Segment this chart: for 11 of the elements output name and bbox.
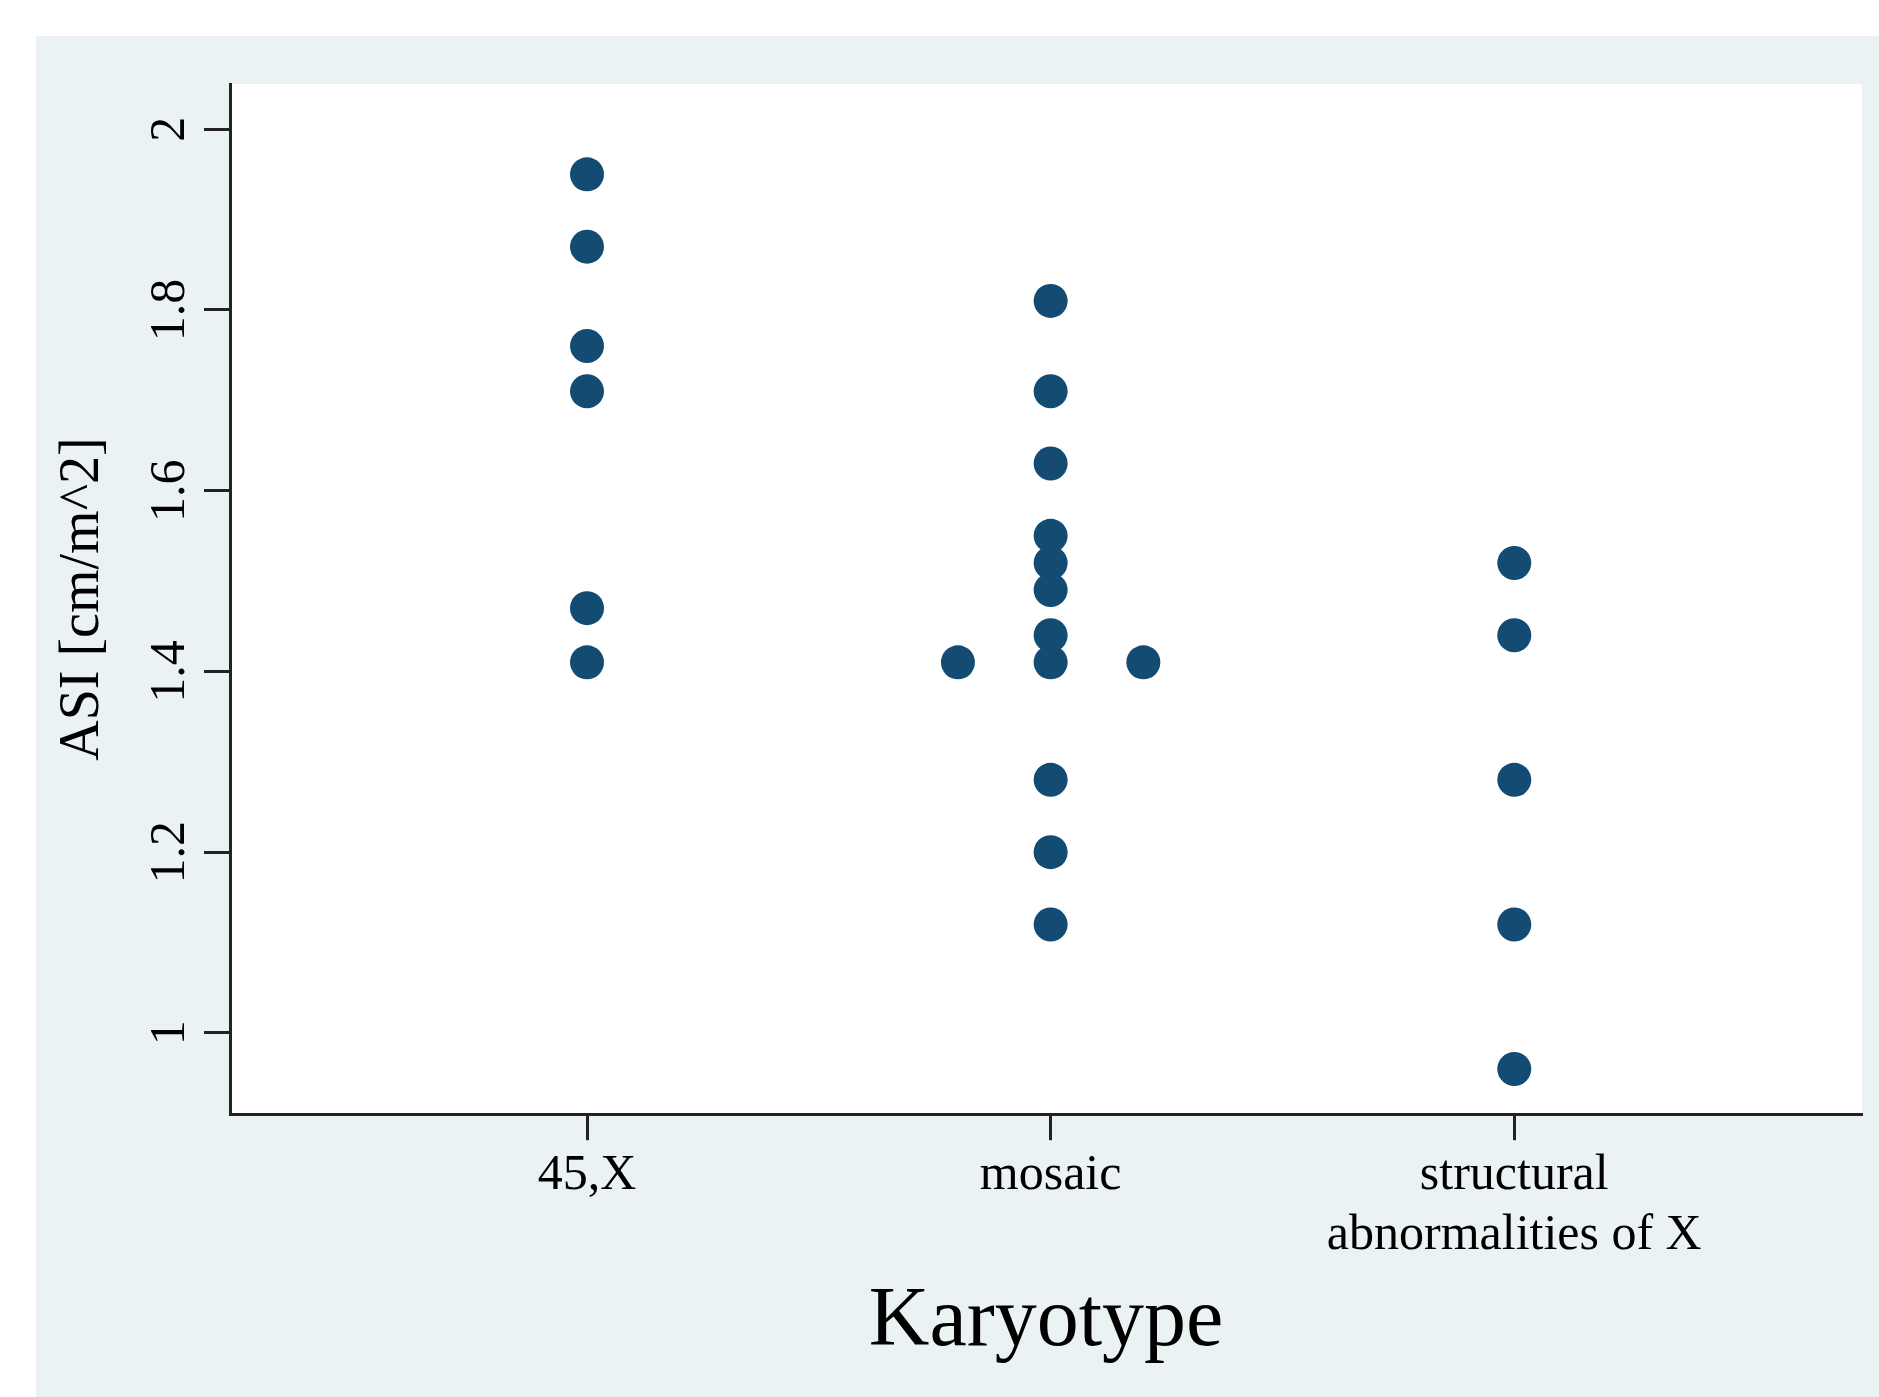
y-tick-label: 1.4 <box>139 640 196 703</box>
y-tick-label: 1.6 <box>139 459 196 522</box>
x-tick-label: mosaic <box>979 1144 1122 1201</box>
y-tick-label: 1.8 <box>139 278 196 342</box>
x-tick-label: 45,X <box>537 1144 637 1201</box>
y-axis-title: ASI [cm/m^2] <box>48 437 111 761</box>
x-tick-label: structural abnormalities of X <box>1326 1144 1702 1261</box>
y-tick-label: 1 <box>139 1020 196 1046</box>
y-tick-label: 1.2 <box>139 820 196 884</box>
y-tick-label: 2 <box>139 116 196 142</box>
x-axis-title: Karyotype <box>868 1269 1224 1363</box>
